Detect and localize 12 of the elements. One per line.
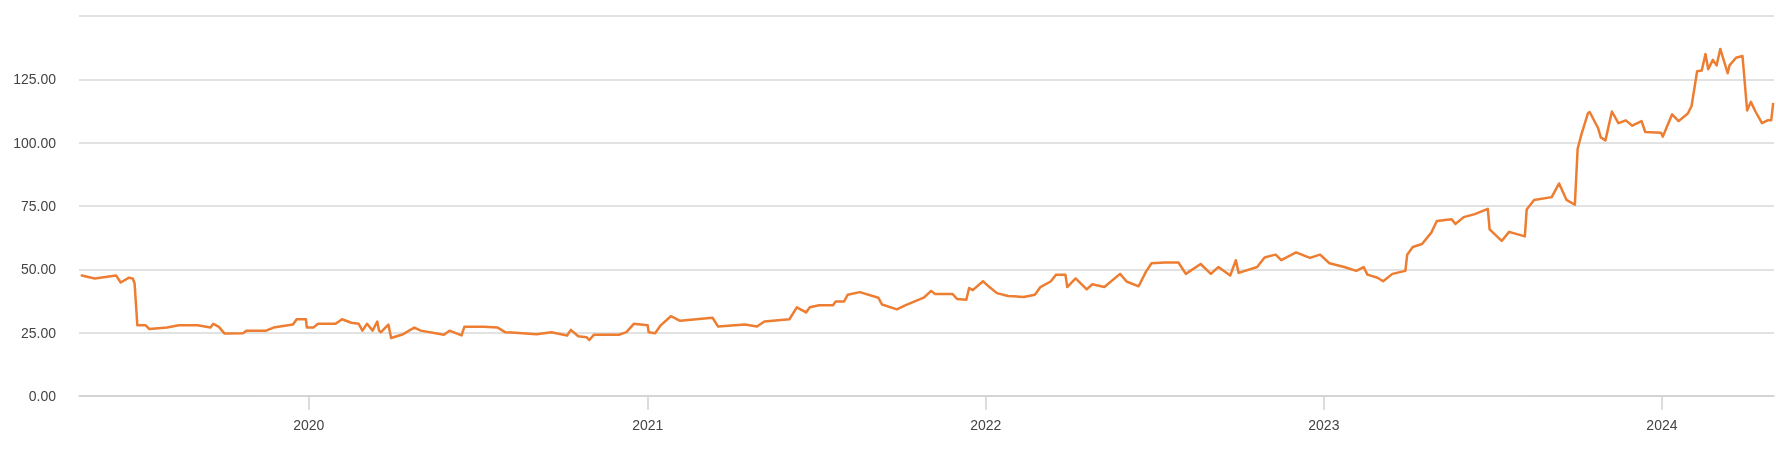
y-tick-label: 125.00 <box>13 71 57 88</box>
y-tick-label: 0.00 <box>28 388 57 404</box>
x-tick-label: 2023 <box>1308 417 1340 433</box>
x-tick-label: 2021 <box>632 417 664 433</box>
x-tick-label: 2024 <box>1646 417 1678 433</box>
x-tick-label: 2020 <box>293 417 325 433</box>
y-tick-label: 75.00 <box>20 198 57 214</box>
y-tick-label: 100.00 <box>13 134 57 151</box>
x-tick-label: 2022 <box>970 417 1002 433</box>
line-series <box>80 47 1775 342</box>
y-tick-label: 50.00 <box>20 261 57 278</box>
y-tick-label: 25.00 <box>20 324 57 341</box>
